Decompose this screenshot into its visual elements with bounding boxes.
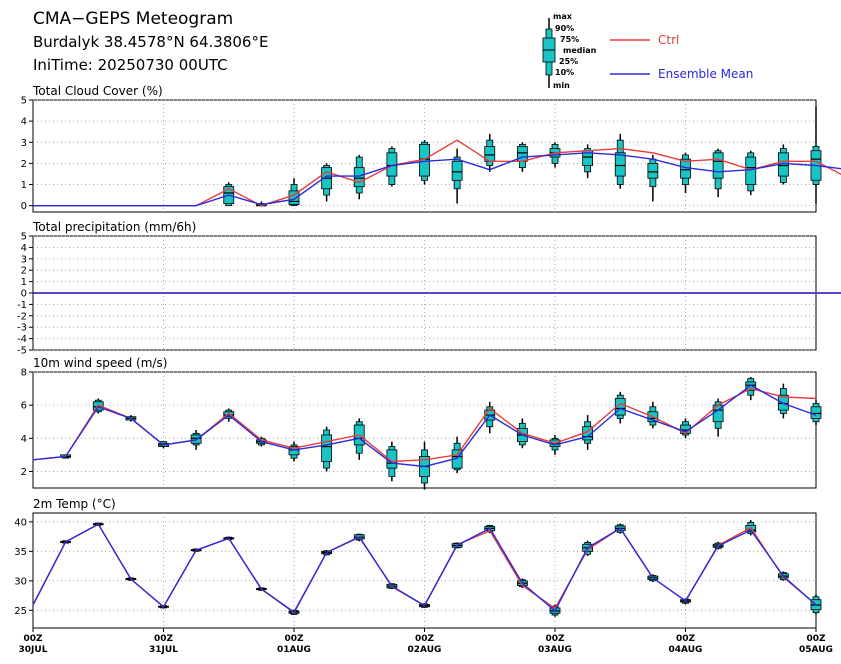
box-inner <box>712 152 724 179</box>
box-inner <box>288 446 300 456</box>
x-tick-hour: 00Z <box>806 634 826 644</box>
ensemble-mean-line <box>33 152 841 207</box>
location-label: Burdalyk 38.4578°N 64.3806°E <box>33 33 268 51</box>
legend-box-label: max <box>553 12 573 21</box>
chart-title: CMA−GEPS Meteogram <box>33 9 233 29</box>
y-tick-label: 4 <box>21 117 27 128</box>
x-tick-date: 04AUG <box>669 645 703 655</box>
panel-1: Total precipitation (mm/6h) -5-4-3-2-1012… <box>17 220 841 357</box>
box-60 <box>353 154 365 200</box>
y-tick-label: 30 <box>14 576 27 587</box>
box-132 <box>745 150 757 196</box>
box-54 <box>321 426 333 472</box>
box-114 <box>647 154 659 202</box>
x-tick-hour: 00Z <box>415 634 435 644</box>
panel-frame <box>32 512 817 629</box>
box-inner <box>777 394 789 411</box>
y-tick-label: 35 <box>14 547 27 558</box>
x-tick-hour: 00Z <box>545 634 565 644</box>
legend-box-label: min <box>553 81 570 90</box>
box-78 <box>451 148 463 204</box>
x-tick-hour: 00Z <box>154 634 174 644</box>
box-144 <box>810 106 822 204</box>
box-54 <box>321 163 333 202</box>
box-102 <box>582 144 594 179</box>
ensemble-mean-line <box>32 384 817 468</box>
y-tick-label: -1 <box>17 300 27 311</box>
box-108 <box>614 391 626 424</box>
panel-title: 10m wind speed (m/s) <box>33 356 167 370</box>
legend-mean-label: Ensemble Mean <box>658 67 753 81</box>
box-inner <box>745 156 757 185</box>
legend-box-label: 75% <box>560 35 579 44</box>
box-120 <box>680 418 691 439</box>
y-tick-label: 4 <box>21 243 27 254</box>
box-144 <box>810 400 822 426</box>
box-120 <box>680 152 691 193</box>
box-36 <box>223 182 235 207</box>
x-tick-date: 02AUG <box>408 645 442 655</box>
box-inner <box>353 167 365 188</box>
y-tick-label: 2 <box>21 266 27 277</box>
legend-box-label: 25% <box>559 57 578 66</box>
x-tick-hour: 00Z <box>676 634 696 644</box>
box-inner <box>288 190 300 206</box>
legend: max 90% 75% median 25% 10% min Ctrl Ensemble Mea… <box>542 12 753 90</box>
y-tick-label: 0 <box>21 201 27 212</box>
y-tick-label: 1 <box>21 277 27 288</box>
y-tick-label: 3 <box>21 254 27 265</box>
panel-0: Total Cloud Cover (%) 0 1 2 3 4 5 <box>21 84 841 213</box>
x-axis: 00Z30JUL00Z31JUL00Z01AUG00Z02AUG00Z03AUG… <box>19 628 833 655</box>
panel-title: Total Cloud Cover (%) <box>32 84 163 98</box>
box-108 <box>614 133 626 189</box>
panel-title: 2m Temp (°C) <box>33 497 116 511</box>
box-inner <box>614 152 626 177</box>
x-tick-hour: 00Z <box>23 634 43 644</box>
y-tick-label: 8 <box>21 368 27 379</box>
init-time-label: IniTime: 20250730 00UTC <box>33 56 228 74</box>
y-tick-label: 3 <box>21 138 27 149</box>
box-126 <box>712 398 724 437</box>
y-tick-label: 2 <box>21 159 27 170</box>
panel-3: 2m Temp (°C) 25 30 35 40 <box>14 497 822 629</box>
y-tick-label: 25 <box>14 606 27 617</box>
box-126 <box>712 148 724 198</box>
x-tick-date: 30JUL <box>19 645 48 655</box>
y-tick-label: 0 <box>21 289 27 300</box>
box-inner <box>451 160 463 181</box>
box-inner <box>321 434 333 462</box>
y-tick-label: 40 <box>14 517 27 528</box>
x-tick-date: 05AUG <box>799 645 833 655</box>
x-tick-date: 03AUG <box>538 645 572 655</box>
legend-box-label: median <box>563 46 597 55</box>
y-tick-label: -5 <box>17 346 27 357</box>
ensemble-mean-line <box>32 523 817 614</box>
y-tick-label: -4 <box>17 334 27 345</box>
y-tick-label: 2 <box>21 467 27 478</box>
y-tick-label: 1 <box>21 180 27 191</box>
y-tick-label: 6 <box>21 401 27 412</box>
panel-2: 10m wind speed (m/s) 2 4 6 8 <box>21 356 822 490</box>
legend-box-label: 90% <box>555 24 574 33</box>
box-138 <box>777 144 789 185</box>
x-tick-date: 01AUG <box>277 645 311 655</box>
box-48 <box>288 441 300 462</box>
y-tick-label: -2 <box>17 311 27 322</box>
panel-title: Total precipitation (mm/6h) <box>32 220 196 234</box>
y-tick-label: -3 <box>17 323 27 334</box>
box-inner <box>647 162 659 179</box>
x-tick-date: 31JUL <box>149 645 178 655</box>
y-tick-label: 5 <box>21 96 27 107</box>
box-inner <box>810 406 822 419</box>
x-tick-hour: 00Z <box>284 634 304 644</box>
box-84 <box>484 133 496 172</box>
y-tick-label: 4 <box>21 434 27 445</box>
y-tick-label: 5 <box>21 232 27 243</box>
box-inner <box>614 398 626 416</box>
legend-box-label: 10% <box>555 68 574 77</box>
legend-ctrl-label: Ctrl <box>658 33 679 47</box>
